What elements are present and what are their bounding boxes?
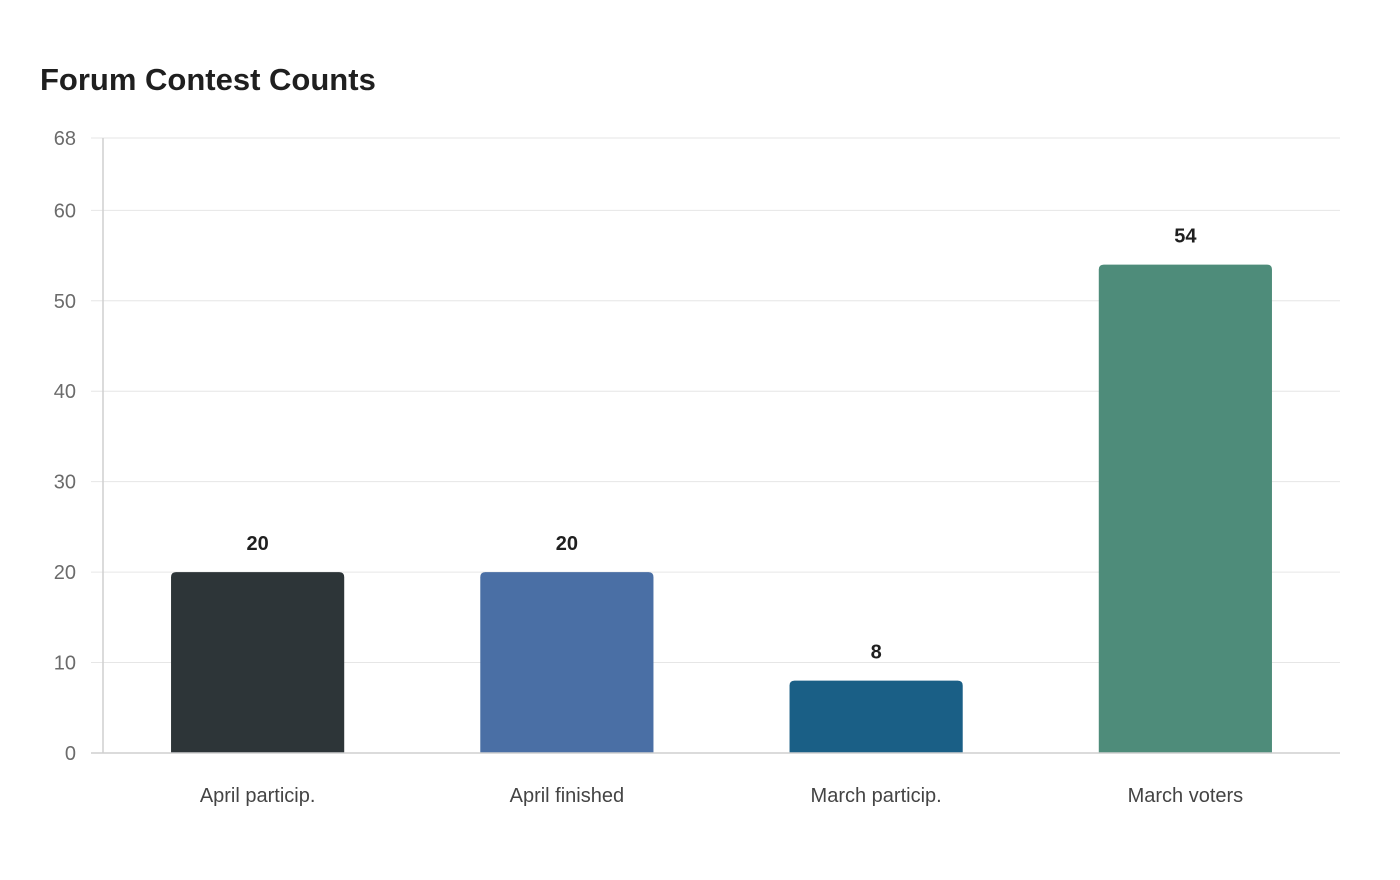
y-tick-label: 50	[54, 291, 76, 313]
bar-value-label: 54	[1174, 226, 1197, 248]
labels: 0 10 20 30 40 50 60 68 20 April particip. 20 April …	[54, 128, 1243, 807]
y-tick-label: 68	[54, 128, 76, 150]
chart-title: Forum Contest Counts	[40, 62, 376, 97]
bar-march-particip	[789, 680, 963, 753]
x-category-label: April finished	[510, 785, 625, 807]
bars	[171, 264, 1272, 753]
y-tick-label: 20	[54, 562, 76, 584]
x-category-label: March particip.	[811, 785, 942, 807]
y-tick-label: 0	[65, 743, 76, 765]
x-category-label: April particip.	[200, 785, 316, 807]
x-category-label: March voters	[1128, 785, 1244, 807]
bar-march-voters	[1098, 264, 1272, 753]
bar-april-particip	[171, 572, 345, 753]
bar-value-label: 8	[871, 642, 882, 664]
bar-value-label: 20	[556, 533, 578, 555]
y-tick-label: 30	[54, 472, 76, 494]
bar-april-finished	[480, 572, 654, 753]
y-tick-label: 10	[54, 653, 76, 675]
bar-value-label: 20	[247, 533, 269, 555]
y-tick-label: 40	[54, 381, 76, 403]
axes	[91, 138, 1340, 754]
y-tick-label: 60	[54, 200, 76, 222]
